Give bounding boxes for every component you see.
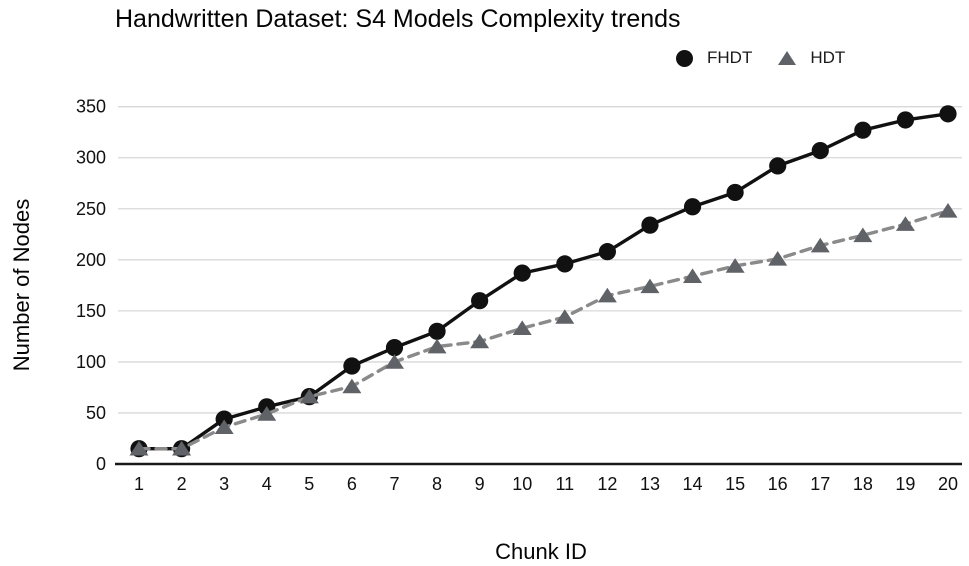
data-point-hdt[interactable] — [853, 227, 873, 243]
data-point-hdt[interactable] — [470, 333, 490, 349]
y-tick-label: 150 — [76, 301, 106, 321]
x-tick-label: 4 — [262, 474, 272, 494]
data-point-fhdt[interactable] — [854, 121, 872, 139]
x-tick-label: 15 — [725, 474, 745, 494]
data-point-hdt[interactable] — [895, 216, 915, 231]
x-tick-label: 5 — [304, 474, 314, 494]
x-tick-label: 1 — [134, 474, 144, 494]
data-point-fhdt[interactable] — [343, 357, 361, 375]
data-point-fhdt[interactable] — [811, 141, 829, 160]
x-tick-label: 14 — [683, 474, 703, 494]
series-line-fhdt — [137, 112, 950, 451]
x-tick-label: 8 — [432, 474, 442, 494]
data-point-hdt[interactable] — [810, 237, 830, 253]
y-tick-label: 0 — [96, 454, 106, 474]
x-tick-label: 17 — [810, 474, 830, 494]
data-point-fhdt[interactable] — [769, 157, 787, 175]
legend-item-fhdt[interactable]: FHDT — [676, 48, 752, 68]
data-point-hdt[interactable] — [384, 354, 404, 369]
data-point-fhdt[interactable] — [641, 216, 659, 234]
data-point-hdt[interactable] — [725, 258, 745, 273]
data-point-hdt[interactable] — [129, 440, 149, 456]
x-tick-label: 3 — [219, 474, 229, 494]
data-point-hdt[interactable] — [683, 268, 703, 283]
x-axis-title: Chunk ID — [495, 539, 587, 564]
x-tick-label: 19 — [895, 474, 915, 494]
data-point-fhdt[interactable] — [939, 105, 957, 123]
data-point-fhdt[interactable] — [598, 243, 616, 261]
data-point-hdt[interactable] — [427, 338, 447, 354]
data-point-hdt[interactable] — [938, 203, 958, 218]
legend-label-hdt: HDT — [810, 48, 846, 67]
data-point-hdt[interactable] — [342, 378, 362, 394]
data-point-fhdt[interactable] — [683, 198, 702, 216]
chart-title: Handwritten Dataset: S4 Models Complexit… — [115, 5, 681, 33]
data-point-hdt[interactable] — [214, 419, 234, 435]
data-point-fhdt[interactable] — [556, 255, 574, 273]
legend-item-hdt[interactable]: HDT — [778, 48, 845, 68]
y-tick-label: 350 — [76, 97, 106, 117]
circle-icon — [676, 49, 693, 67]
y-tick-label: 100 — [76, 352, 106, 372]
x-tick-label: 20 — [938, 474, 958, 494]
data-point-fhdt[interactable] — [726, 183, 744, 202]
data-point-fhdt[interactable] — [513, 264, 531, 282]
data-point-fhdt[interactable] — [385, 339, 404, 357]
x-tick-label: 6 — [347, 474, 357, 494]
data-point-hdt[interactable] — [597, 287, 617, 303]
legend-label-fhdt: FHDT — [707, 48, 753, 67]
data-point-hdt[interactable] — [299, 388, 319, 404]
x-tick-label: 11 — [555, 474, 574, 494]
x-tick-label: 13 — [640, 474, 660, 494]
data-point-fhdt[interactable] — [428, 322, 446, 340]
data-point-hdt[interactable] — [172, 440, 192, 456]
y-tick-label: 200 — [76, 250, 106, 270]
y-tick-label: 300 — [76, 148, 106, 168]
x-tick-label: 18 — [853, 474, 873, 494]
data-point-hdt[interactable] — [555, 309, 575, 324]
x-tick-label: 2 — [177, 474, 187, 494]
triangle-icon — [778, 51, 797, 65]
legend: FHDT HDT — [676, 48, 845, 68]
data-point-hdt[interactable] — [640, 278, 660, 294]
x-tick-label: 9 — [475, 474, 485, 494]
x-tick-label: 7 — [389, 474, 399, 494]
series-line-hdt — [137, 209, 950, 451]
data-point-hdt[interactable] — [768, 251, 788, 266]
y-tick-label: 50 — [86, 403, 106, 423]
x-tick-label: 10 — [512, 474, 532, 494]
data-point-fhdt[interactable] — [215, 410, 233, 428]
data-point-fhdt[interactable] — [471, 292, 489, 310]
x-tick-label: 12 — [597, 474, 617, 494]
x-tick-label: 16 — [768, 474, 788, 494]
data-point-fhdt[interactable] — [896, 111, 915, 129]
y-tick-label: 250 — [76, 199, 106, 219]
data-point-hdt[interactable] — [257, 406, 277, 421]
data-point-hdt[interactable] — [512, 320, 532, 336]
